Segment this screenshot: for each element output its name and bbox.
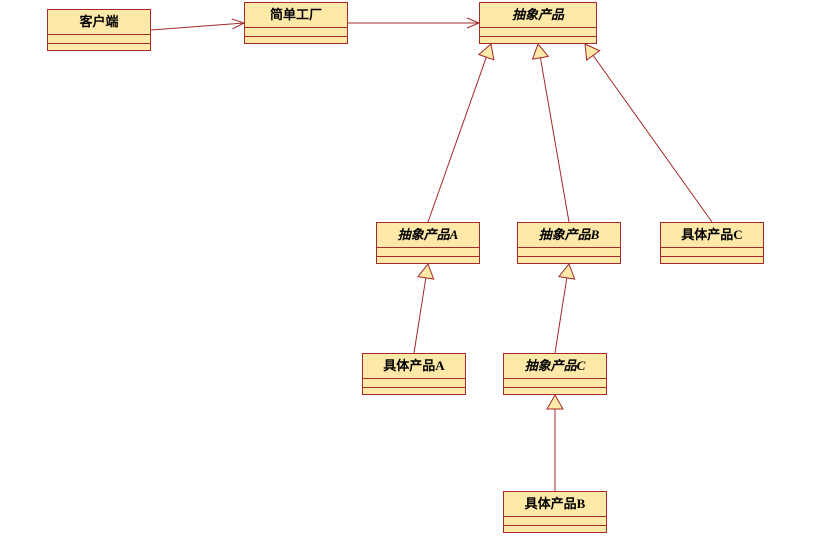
edge-client-to-factory bbox=[151, 19, 244, 30]
class-attrs-absProduct bbox=[480, 27, 596, 36]
class-title-absProductC: 抽象产品C bbox=[504, 354, 606, 378]
class-attrs-client bbox=[48, 34, 150, 43]
class-ops-concreteC bbox=[661, 256, 763, 265]
class-box-absProduct: 抽象产品 bbox=[479, 2, 597, 44]
edge-absProductC-to-absProductB bbox=[555, 264, 575, 353]
class-ops-concreteB bbox=[504, 525, 606, 534]
edge-absProductA-to-absProduct bbox=[428, 44, 494, 222]
edge-concreteA-to-absProductA bbox=[414, 264, 434, 353]
edge-concreteB-to-absProductC bbox=[547, 395, 563, 491]
diagram-canvas: 客户端 简单工厂 抽象产品抽象产品A 抽象产品B 具体产品C 具体产品A 抽象产品C 具体产品… bbox=[0, 0, 821, 552]
class-title-absProduct: 抽象产品 bbox=[480, 3, 596, 27]
class-title-absProductA: 抽象产品A bbox=[377, 223, 479, 247]
class-ops-factory bbox=[245, 36, 347, 45]
class-title-factory: 简单工厂 bbox=[245, 3, 347, 27]
class-title-concreteA: 具体产品A bbox=[363, 354, 465, 378]
class-title-absProductB: 抽象产品B bbox=[518, 223, 620, 247]
class-box-absProductA: 抽象产品A bbox=[376, 222, 480, 264]
edge-concreteC-to-absProduct bbox=[585, 44, 712, 222]
class-ops-absProductB bbox=[518, 256, 620, 265]
class-ops-concreteA bbox=[363, 387, 465, 396]
class-box-concreteC: 具体产品C bbox=[660, 222, 764, 264]
class-attrs-absProductC bbox=[504, 378, 606, 387]
class-box-concreteB: 具体产品B bbox=[503, 491, 607, 533]
class-attrs-concreteB bbox=[504, 516, 606, 525]
class-attrs-absProductB bbox=[518, 247, 620, 256]
class-box-absProductB: 抽象产品B bbox=[517, 222, 621, 264]
class-box-client: 客户端 bbox=[47, 9, 151, 51]
class-ops-absProduct bbox=[480, 36, 596, 45]
class-attrs-concreteA bbox=[363, 378, 465, 387]
class-box-concreteA: 具体产品A bbox=[362, 353, 466, 395]
class-box-absProductC: 抽象产品C bbox=[503, 353, 607, 395]
class-attrs-absProductA bbox=[377, 247, 479, 256]
class-title-client: 客户端 bbox=[48, 10, 150, 34]
edges-layer bbox=[0, 0, 821, 552]
edge-absProductB-to-absProduct bbox=[533, 44, 569, 222]
class-ops-absProductC bbox=[504, 387, 606, 396]
class-ops-client bbox=[48, 43, 150, 52]
edge-factory-to-absProduct bbox=[348, 18, 479, 28]
class-ops-absProductA bbox=[377, 256, 479, 265]
class-attrs-concreteC bbox=[661, 247, 763, 256]
class-title-concreteB: 具体产品B bbox=[504, 492, 606, 516]
class-attrs-factory bbox=[245, 27, 347, 36]
class-title-concreteC: 具体产品C bbox=[661, 223, 763, 247]
class-box-factory: 简单工厂 bbox=[244, 2, 348, 44]
